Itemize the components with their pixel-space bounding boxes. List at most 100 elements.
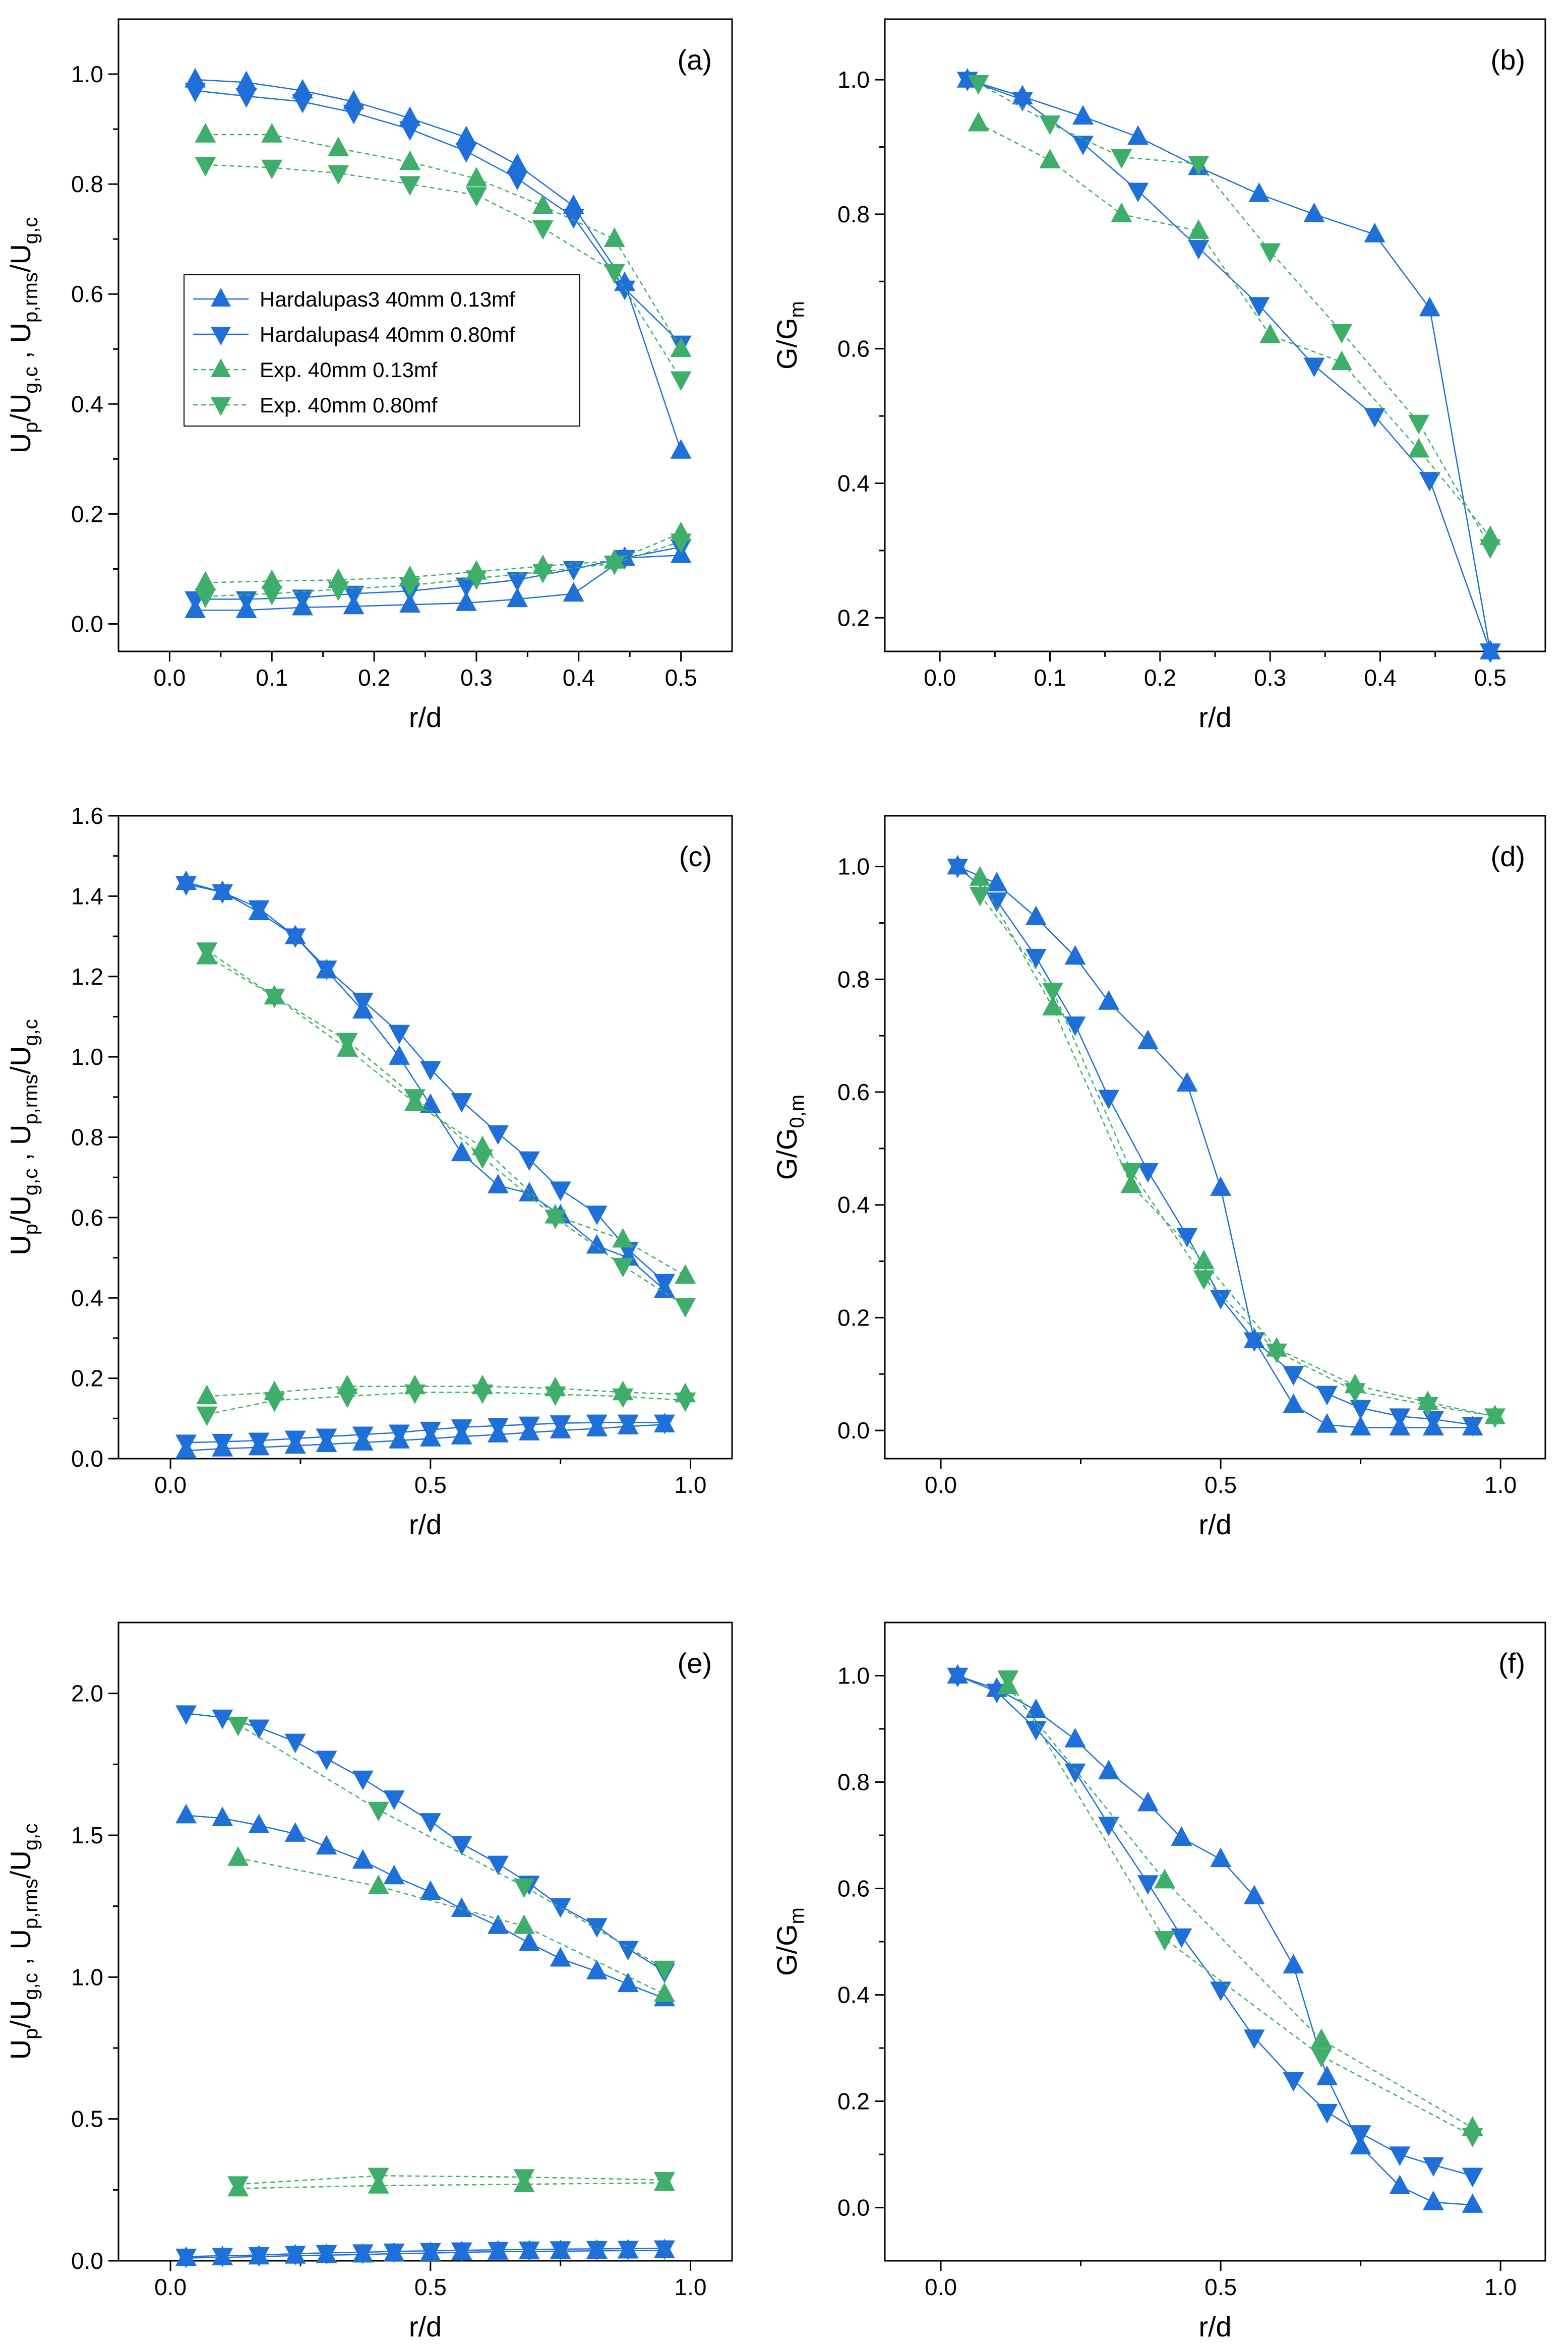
data-point <box>986 872 1008 891</box>
x-tick-label: 0.2 <box>1144 665 1176 691</box>
data-point <box>487 1914 509 1934</box>
data-point <box>1188 239 1210 260</box>
data-point <box>383 1790 405 1810</box>
data-point <box>1248 297 1270 317</box>
data-point <box>399 176 421 196</box>
data-point <box>368 2168 389 2188</box>
data-point <box>419 1061 441 1081</box>
data-point <box>212 1807 233 1826</box>
y-label-subscript: p,rms <box>20 272 42 323</box>
data-point <box>264 1392 285 1412</box>
data-point <box>1243 2029 1265 2050</box>
series-3 <box>997 1670 1483 2148</box>
data-point <box>465 187 487 207</box>
data-point <box>586 1918 608 1938</box>
series-1 <box>175 1705 675 1983</box>
y-tick-label: 1.4 <box>71 883 103 909</box>
x-tick-label: 1.0 <box>675 1472 707 1498</box>
data-point <box>248 1814 270 1834</box>
y-axis-label: Up/Ug,c , Up,rms/Ug,c <box>5 1019 42 1255</box>
data-point <box>653 1414 675 1434</box>
series-7 <box>196 1384 696 1426</box>
y-tick-label: 0.6 <box>71 281 103 307</box>
data-point <box>1127 125 1149 145</box>
panel-label: (d) <box>1491 840 1525 872</box>
data-point <box>947 858 969 878</box>
legend-marker <box>210 287 231 307</box>
data-point <box>175 1434 197 1455</box>
y-tick-label: 0.6 <box>71 1205 103 1231</box>
y-tick-label: 1.0 <box>71 61 103 87</box>
data-point <box>947 1667 969 1688</box>
data-point <box>532 194 554 214</box>
y-label-subscript: p <box>20 1224 42 1235</box>
series-3 <box>227 1716 675 1980</box>
data-point <box>1417 1397 1438 1417</box>
y-label-subscript: 0,m <box>786 1095 808 1128</box>
data-point <box>1064 1727 1086 1748</box>
y-label-subscript: p,rms <box>20 1074 42 1125</box>
data-point <box>1331 350 1353 371</box>
y-tick-label: 1.2 <box>71 964 103 990</box>
data-point <box>1171 1826 1192 1846</box>
series-3 <box>969 886 1506 1428</box>
data-point <box>1422 2190 1444 2210</box>
series-line <box>979 894 1495 1417</box>
data-point <box>404 1384 426 1404</box>
data-point <box>513 1914 535 1934</box>
data-point <box>1422 1411 1444 1431</box>
series-line <box>979 877 1495 1417</box>
data-point <box>212 884 233 904</box>
data-point <box>1316 2065 1338 2085</box>
y-tick-label: 0.8 <box>71 171 103 197</box>
x-tick-label: 1.0 <box>1484 2274 1517 2300</box>
data-point <box>248 900 270 920</box>
series-2 <box>227 1846 675 2002</box>
data-point <box>343 585 365 606</box>
plot-frame <box>884 1621 1546 2262</box>
y-tick-label: 0.2 <box>71 1365 103 1392</box>
data-point <box>227 2176 249 2196</box>
data-point <box>969 866 991 886</box>
data-point <box>1072 105 1094 125</box>
x-tick-label: 1.0 <box>675 2274 707 2300</box>
y-tick-label: 1.5 <box>71 1822 103 1848</box>
series-line <box>237 1724 665 1969</box>
panel-a: 0.0 0.1 0.2 0.3 0.4 0.5 0.0 0.2 0.4 0.6 0.8 1.0 r/d U… <box>5 18 733 733</box>
data-point <box>343 104 365 125</box>
series-line <box>205 134 682 349</box>
data-point <box>586 1959 608 1979</box>
data-point <box>675 1392 696 1412</box>
data-point <box>507 153 528 173</box>
x-tick-label: 0.3 <box>1254 665 1286 691</box>
data-point <box>604 264 625 284</box>
data-point <box>545 1210 566 1229</box>
series-line <box>978 123 1491 537</box>
y-tick-label: 0.5 <box>71 2106 103 2132</box>
data-point <box>399 577 421 597</box>
data-point <box>1171 1928 1192 1948</box>
panel-b: 0.0 0.1 0.2 0.3 0.4 0.5 0.2 0.4 0.6 0.8 1.0 r/d G/Gm… <box>771 18 1546 733</box>
series-0 <box>947 855 1483 1436</box>
series-line <box>195 554 681 611</box>
series-0 <box>175 1803 675 2007</box>
y-label-part: U <box>5 1235 36 1255</box>
y-tick-label: 0.8 <box>71 1124 103 1151</box>
data-point <box>532 220 554 240</box>
data-point <box>261 585 283 606</box>
x-axis-label: r/d <box>409 701 442 733</box>
series-3 <box>196 942 696 1318</box>
x-tick-label: 0.3 <box>460 665 493 691</box>
x-axis-label: r/d <box>409 1509 442 1540</box>
series-line <box>238 2182 665 2189</box>
y-tick-label: 1.0 <box>71 1044 103 1070</box>
series-3 <box>195 157 692 391</box>
data-point <box>513 1878 535 1898</box>
y-label-subscript: g,c <box>20 367 42 393</box>
data-point <box>1072 136 1094 155</box>
data-point <box>507 572 528 592</box>
y-tick-label: 0.0 <box>837 1417 870 1444</box>
data-point <box>675 1264 696 1284</box>
data-point <box>1389 2175 1411 2194</box>
data-point <box>451 1093 472 1113</box>
